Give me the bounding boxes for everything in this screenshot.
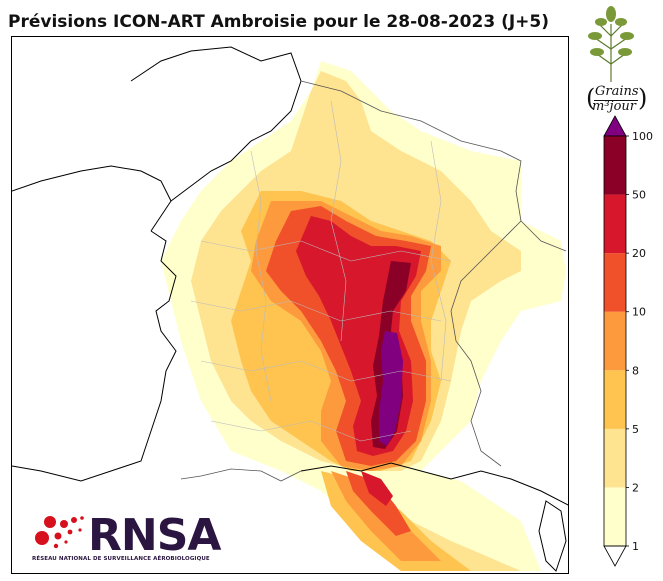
pollen-layer-100 [379,331,403,446]
colorbar-segment [604,370,626,429]
map-title: Prévisions ICON-ART Ambroisie pour le 28… [8,12,550,32]
colorbar-tick-label: 5 [632,423,639,436]
logo-name: RNSA [88,510,221,561]
borders [180,80,567,482]
unit-denominator: m³jour [592,99,636,114]
colorbar-segment [604,311,626,371]
rnsa-logo: RNSA RÉSEAU NATIONAL DE SURVEILLANCE AÉR… [26,510,241,566]
unit-label: ( Grains m³jour ) [586,84,648,114]
colorbar: 1 2 5 8 10 20 50 100 [603,115,653,567]
regions [190,100,452,442]
colorbar-over-arrow [603,115,627,137]
colorbar-outline [603,135,627,547]
pollen-map[interactable] [11,36,569,574]
colorbar-tick-label: 1 [632,540,639,553]
colorbar-tick-label: 50 [632,189,646,202]
colorbar-tick-label: 10 [632,306,646,319]
colorbar-under-arrow [603,545,627,567]
colorbar-tick-label: 20 [632,247,646,260]
coastlines [12,46,568,572]
logo-dots-icon [35,516,84,549]
ambrosia-plant-icon [588,6,634,82]
colorbar-segment [604,253,626,312]
logo-subtitle: RÉSEAU NATIONAL DE SURVEILLANCE AÉROBIOL… [32,556,210,562]
colorbar-segment [604,487,626,546]
colorbar-tick-label: 8 [632,364,639,377]
unit-numerator: Grains [595,84,639,99]
colorbar-segment [604,194,626,254]
colorbar-segment [604,428,626,488]
colorbar-segment [604,136,626,195]
map-canvas [12,46,568,572]
colorbar-tick-label: 100 [632,130,653,143]
colorbar-tick-label: 2 [632,481,639,494]
